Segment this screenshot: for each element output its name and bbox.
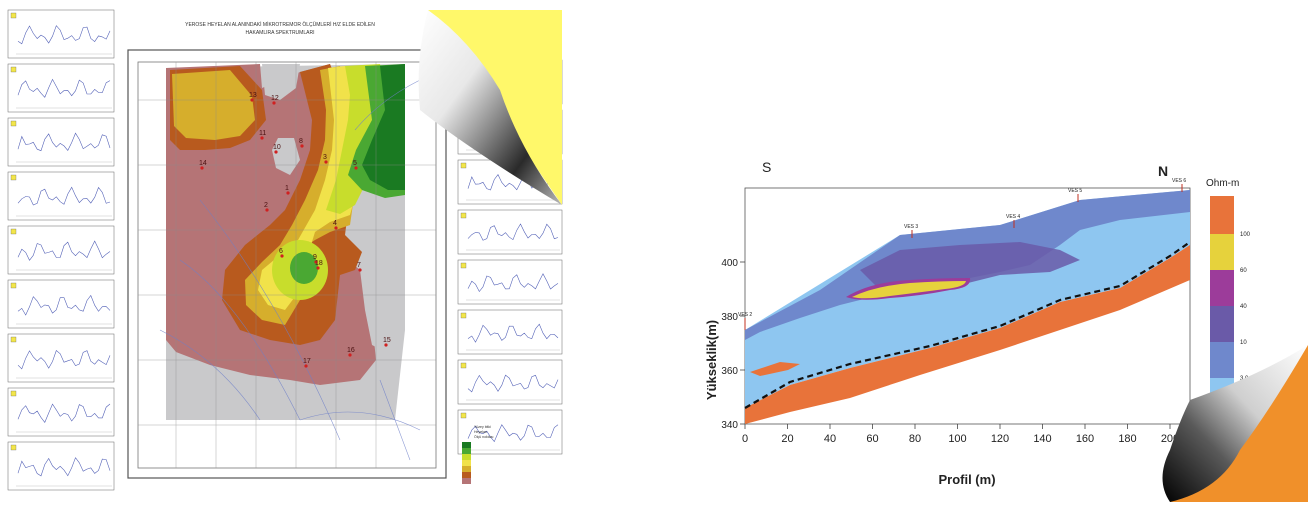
measurement-point-label: 12	[271, 95, 279, 102]
left-figure: YEROSE HEYELAN ALANINDAKİ MİKROTREMOR ÖL…	[0, 0, 570, 502]
x-axis-label: Profil (m)	[938, 472, 995, 487]
ves-label: VES 5	[1068, 188, 1082, 194]
legend-value: 60	[1240, 268, 1247, 274]
y-axis-label: Yükseklik(m)	[704, 320, 719, 400]
x-tick-label: 120	[991, 433, 1009, 445]
legend-item-label: Heyelan	[474, 430, 487, 434]
legend-value: 100	[1240, 232, 1251, 238]
measurement-point-label: 5	[353, 160, 357, 167]
spectrum-panel	[8, 64, 114, 112]
resistivity-section: S N Yükseklik(m) Profil (m) 0 20 40 60 80 100…	[700, 150, 1308, 502]
spectrum-panel	[458, 210, 562, 254]
right-figure: S N Yükseklik(m) Profil (m) 0 20 40 60 80 100…	[700, 150, 1308, 502]
y-tick-label: 360	[721, 366, 738, 377]
x-tick-label: 100	[948, 433, 966, 445]
x-tick-label: 0	[742, 433, 748, 445]
measurement-point-label: 2	[264, 202, 268, 209]
measurement-point-label: 14	[199, 160, 207, 167]
measurement-point-label: 6	[279, 248, 283, 255]
measurement-point-label: 17	[303, 358, 311, 365]
spectrum-panel	[8, 10, 114, 58]
measurement-point-label: 10	[273, 144, 281, 151]
spectrum-panel	[458, 310, 562, 354]
measurement-point-label: 13	[249, 92, 257, 99]
ves-label: VES 3	[904, 224, 918, 230]
spectrum-panel	[8, 280, 114, 328]
ves-label: VES 4	[1006, 214, 1020, 220]
legend-item-label: Yüzey bitki	[474, 425, 491, 429]
map-title-line1: YEROSE HEYELAN ALANINDAKİ MİKROTREMOR ÖL…	[185, 21, 375, 28]
spectrum-panel	[8, 334, 114, 382]
x-tick-label: 40	[824, 433, 836, 445]
spectrum-panel	[8, 118, 114, 166]
ves-label: VES 2	[738, 312, 752, 318]
label-north: N	[1158, 163, 1168, 179]
y-tick-label: 400	[721, 258, 738, 269]
spectrum-panel	[8, 226, 114, 274]
legend-value: 40	[1240, 304, 1247, 310]
label-south: S	[762, 159, 771, 175]
measurement-point-label: 15	[383, 337, 391, 344]
measurement-point-label: 1	[285, 185, 289, 192]
x-tick-label: 140	[1033, 433, 1051, 445]
map-title-line2: HAKAMLIRA SPEKTRUMLARI	[246, 30, 315, 36]
y-tick-label: 380	[721, 312, 738, 323]
measurement-point-label: 18	[315, 260, 323, 267]
spectrum-column-left	[8, 10, 114, 490]
y-tick-label: 340	[721, 420, 738, 431]
measurement-point-label: 3	[323, 154, 327, 161]
y-ticks: 340 360 380 400	[721, 258, 745, 431]
x-tick-label: 180	[1118, 433, 1136, 445]
legend-value: 10	[1240, 340, 1247, 346]
x-tick-label: 60	[866, 433, 878, 445]
x-tick-label: 160	[1076, 433, 1094, 445]
legend-item-label: Ölçü noktası	[474, 435, 493, 439]
spectrum-panel	[8, 388, 114, 436]
measurement-point-label: 11	[259, 130, 266, 137]
measurement-point-label: 8	[299, 138, 303, 145]
measurement-point-label: 16	[347, 347, 355, 354]
measurement-point-label: 7	[357, 262, 361, 269]
ves-label: VES 6	[1172, 178, 1186, 184]
x-tick-label: 20	[781, 433, 793, 445]
x-tick-label: 80	[909, 433, 921, 445]
spectrum-panel	[458, 260, 562, 304]
legend-title: Ohm-m	[1206, 178, 1239, 189]
measurement-point-label: 4	[333, 220, 337, 227]
spectrum-panel	[458, 360, 562, 404]
spectrum-panel	[8, 172, 114, 220]
contour-map	[166, 64, 405, 420]
left-figure-canvas: YEROSE HEYELAN ALANINDAKİ MİKROTREMOR ÖL…	[0, 0, 570, 502]
spectrum-panel	[8, 442, 114, 490]
